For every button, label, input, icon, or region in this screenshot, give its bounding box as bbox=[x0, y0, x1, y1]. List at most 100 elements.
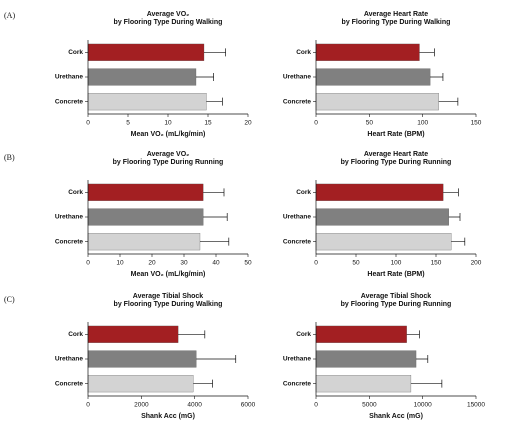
bar bbox=[87, 93, 207, 111]
chart-title: Average Tibial Shock bbox=[361, 293, 432, 300]
x-tick-label: 10000 bbox=[414, 402, 432, 409]
error-bar bbox=[406, 330, 420, 339]
x-axis-label: Shank Acc (mG) bbox=[141, 413, 195, 420]
error-bar bbox=[438, 97, 459, 106]
error-bar bbox=[430, 73, 444, 81]
chart-title: Average Tibial Shock bbox=[133, 293, 204, 300]
x-tick-label: 0 bbox=[314, 120, 318, 127]
error-bar bbox=[206, 97, 223, 106]
x-tick-label: 10 bbox=[116, 260, 124, 267]
category-label: Urethane bbox=[55, 356, 84, 363]
bar bbox=[315, 350, 417, 368]
x-tick-label: 200 bbox=[471, 260, 482, 267]
x-tick-label: 20 bbox=[244, 120, 252, 127]
error-bar bbox=[203, 213, 228, 221]
chart-title: Average VO₂ bbox=[147, 151, 190, 158]
x-tick-label: 150 bbox=[471, 120, 482, 127]
chart-subtitle: by Flooring Type During Running bbox=[341, 159, 452, 166]
category-label: Urethane bbox=[283, 214, 312, 221]
x-tick-label: 50 bbox=[366, 120, 374, 127]
error-bar bbox=[416, 355, 429, 363]
error-bar bbox=[200, 237, 230, 246]
chart-subtitle: by Flooring Type During Walking bbox=[342, 19, 451, 26]
error-bar bbox=[193, 379, 213, 388]
x-tick-label: 0 bbox=[86, 260, 90, 267]
x-tick-label: 15000 bbox=[467, 402, 485, 409]
error-bar bbox=[410, 379, 443, 388]
x-tick-label: 2000 bbox=[134, 402, 149, 409]
x-tick-label: 0 bbox=[86, 402, 90, 409]
category-label: Cork bbox=[68, 331, 83, 338]
category-label: Concrete bbox=[55, 98, 84, 105]
chart-title: Average Heart Rate bbox=[364, 151, 428, 158]
category-label: Cork bbox=[296, 189, 311, 196]
bar bbox=[315, 375, 412, 393]
x-axis-label: Heart Rate (BPM) bbox=[367, 271, 424, 278]
x-tick-label: 5000 bbox=[362, 402, 377, 409]
bar bbox=[315, 43, 420, 61]
bar bbox=[87, 208, 204, 226]
chart-subtitle: by Flooring Type During Running bbox=[341, 301, 452, 308]
category-label: Cork bbox=[68, 49, 83, 56]
error-bar bbox=[178, 330, 206, 339]
bar bbox=[87, 183, 204, 201]
bar bbox=[315, 325, 407, 343]
bar bbox=[87, 375, 194, 393]
error-bar bbox=[419, 48, 435, 57]
chart-subtitle: by Flooring Type During Running bbox=[113, 159, 224, 166]
chart-title: Average VO₂ bbox=[147, 11, 190, 18]
bar bbox=[315, 183, 444, 201]
x-tick-label: 150 bbox=[431, 260, 442, 267]
x-tick-label: 100 bbox=[391, 260, 402, 267]
bar bbox=[315, 93, 439, 111]
x-tick-label: 40 bbox=[212, 260, 220, 267]
bar bbox=[87, 350, 197, 368]
x-tick-label: 10 bbox=[164, 120, 172, 127]
error-bar bbox=[448, 213, 461, 221]
x-tick-label: 20 bbox=[148, 260, 156, 267]
category-label: Concrete bbox=[55, 238, 84, 245]
category-label: Urethane bbox=[283, 356, 312, 363]
x-tick-label: 100 bbox=[417, 120, 428, 127]
error-bar bbox=[196, 73, 214, 81]
x-axis-label: Shank Acc (mG) bbox=[369, 413, 423, 420]
category-label: Cork bbox=[68, 189, 83, 196]
bar bbox=[87, 43, 205, 61]
category-label: Concrete bbox=[55, 380, 84, 387]
category-label: Concrete bbox=[283, 98, 312, 105]
panel-label: (C) bbox=[4, 295, 15, 304]
x-tick-label: 5 bbox=[126, 120, 130, 127]
category-label: Urethane bbox=[55, 74, 84, 81]
x-tick-label: 4000 bbox=[187, 402, 202, 409]
panel-label: (B) bbox=[4, 153, 15, 162]
error-bar bbox=[196, 355, 237, 363]
bar bbox=[87, 325, 179, 343]
error-bar bbox=[204, 48, 226, 57]
x-tick-label: 6000 bbox=[241, 402, 256, 409]
bar bbox=[87, 233, 201, 251]
category-label: Concrete bbox=[283, 380, 312, 387]
category-label: Cork bbox=[296, 49, 311, 56]
x-tick-label: 0 bbox=[314, 260, 318, 267]
error-bar bbox=[451, 237, 466, 246]
category-label: Urethane bbox=[283, 74, 312, 81]
x-tick-label: 50 bbox=[352, 260, 360, 267]
x-axis-label: Mean VO₂ (mL/kg/min) bbox=[131, 131, 206, 138]
x-tick-label: 50 bbox=[244, 260, 252, 267]
error-bar bbox=[203, 188, 225, 197]
category-label: Cork bbox=[296, 331, 311, 338]
chart-subtitle: by Flooring Type During Walking bbox=[114, 19, 223, 26]
chart-title: Average Heart Rate bbox=[364, 11, 428, 18]
error-bar bbox=[443, 188, 459, 197]
chart-subtitle: by Flooring Type During Walking bbox=[114, 301, 223, 308]
panel-label: (A) bbox=[4, 11, 15, 20]
bar bbox=[315, 233, 452, 251]
x-tick-label: 15 bbox=[204, 120, 212, 127]
x-tick-label: 30 bbox=[180, 260, 188, 267]
x-tick-label: 0 bbox=[86, 120, 90, 127]
category-label: Urethane bbox=[55, 214, 84, 221]
bar bbox=[315, 68, 431, 86]
x-axis-label: Mean VO₂ (mL/kg/min) bbox=[131, 271, 206, 278]
category-label: Concrete bbox=[283, 238, 312, 245]
